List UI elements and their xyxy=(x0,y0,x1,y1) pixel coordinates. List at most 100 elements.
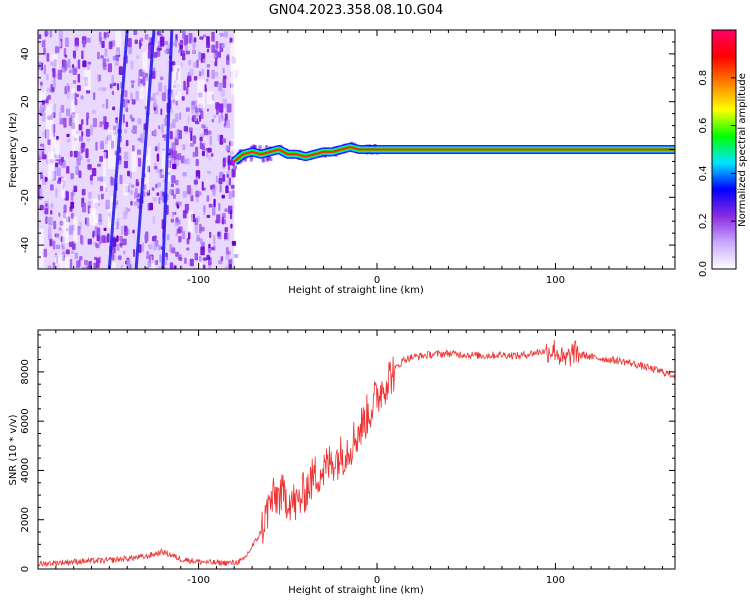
noise-speckle xyxy=(46,218,49,222)
noise-speckle xyxy=(154,146,158,152)
noise-speckle xyxy=(136,198,140,203)
noise-speckle xyxy=(157,142,160,152)
noise-speckle xyxy=(86,37,91,43)
noise-band-line xyxy=(134,30,156,269)
noise-gap xyxy=(151,260,156,269)
noise-speckle xyxy=(87,201,92,206)
noise-speckle xyxy=(63,117,67,128)
noise-speckle xyxy=(116,244,120,252)
noise-speckle xyxy=(182,30,186,39)
noise-speckle xyxy=(153,52,158,58)
noise-speckle xyxy=(85,148,89,159)
noise-speckle xyxy=(201,68,204,76)
noise-speckle xyxy=(199,223,202,234)
noise-speckle xyxy=(207,170,212,174)
noise-speckle xyxy=(118,66,123,76)
noise-speckle xyxy=(170,108,173,114)
snr-y-tick-label: 2000 xyxy=(20,507,31,532)
noise-speckle xyxy=(189,68,194,76)
noise-speckle xyxy=(104,121,110,128)
noise-speckle xyxy=(49,238,53,247)
noise-speckle xyxy=(222,98,227,109)
noise-speckle xyxy=(210,152,214,157)
noise-speckle xyxy=(42,104,47,111)
noise-speckle xyxy=(178,257,183,261)
noise-speckle xyxy=(155,183,158,189)
noise-speckle xyxy=(107,63,113,73)
noise-speckle xyxy=(217,51,221,58)
noise-region xyxy=(38,30,240,269)
noise-speckle xyxy=(200,246,205,256)
snr-series-line xyxy=(38,339,675,568)
noise-speckle xyxy=(76,260,80,269)
noise-speckle xyxy=(228,191,232,199)
noise-speckle xyxy=(137,118,142,125)
noise-speckle xyxy=(43,47,46,55)
noise-speckle xyxy=(189,142,195,147)
noise-speckle xyxy=(225,119,230,129)
noise-speckle xyxy=(153,241,156,251)
noise-gap xyxy=(83,69,91,91)
noise-speckle xyxy=(183,38,187,46)
noise-speckle xyxy=(97,74,101,83)
noise-speckle xyxy=(45,217,48,224)
noise-speckle xyxy=(152,216,156,224)
noise-speckle xyxy=(186,185,191,195)
noise-speckle xyxy=(224,227,228,233)
noise-speckle xyxy=(99,176,104,182)
noise-speckle xyxy=(211,69,215,80)
noise-speckle xyxy=(79,155,83,161)
noise-speckle xyxy=(206,42,211,49)
noise-speckle xyxy=(86,217,90,227)
noise-speckle xyxy=(66,138,71,143)
noise-speckle xyxy=(133,201,138,206)
noise-speckle xyxy=(73,150,78,158)
noise-speckle xyxy=(158,125,161,130)
noise-speckle xyxy=(130,60,134,70)
noise-speckle xyxy=(85,89,91,94)
noise-speckle xyxy=(198,255,202,262)
noise-speckle xyxy=(194,217,199,226)
noise-speckle xyxy=(225,247,229,255)
noise-speckle xyxy=(43,64,46,75)
noise-speckle xyxy=(46,53,50,62)
noise-speckle xyxy=(119,235,123,241)
noise-speckle xyxy=(178,201,182,206)
noise-speckle xyxy=(232,165,237,170)
noise-speckle xyxy=(128,182,132,186)
noise-gap xyxy=(123,184,129,196)
noise-speckle xyxy=(133,30,138,36)
noise-speckle xyxy=(46,88,51,92)
noise-speckle xyxy=(105,98,109,109)
noise-speckle xyxy=(206,195,210,202)
noise-speckle xyxy=(131,117,135,122)
noise-speckle xyxy=(201,150,205,157)
noise-speckle xyxy=(221,42,225,48)
noise-speckle xyxy=(228,177,232,186)
noise-gap xyxy=(50,139,60,160)
noise-speckle xyxy=(193,37,197,43)
noise-speckle xyxy=(128,46,133,55)
noise-speckle xyxy=(194,117,198,122)
noise-speckle xyxy=(225,254,230,261)
noise-speckle xyxy=(216,108,219,115)
noise-speckle xyxy=(173,265,177,269)
noise-speckle xyxy=(98,87,103,91)
noise-speckle xyxy=(64,60,68,71)
noise-speckle xyxy=(179,44,183,51)
noise-speckle xyxy=(70,212,74,219)
noise-speckle xyxy=(105,31,110,38)
noise-speckle xyxy=(123,151,129,160)
noise-speckle xyxy=(179,112,182,120)
noise-speckle xyxy=(49,209,53,215)
noise-speckle xyxy=(211,31,215,42)
noise-speckle xyxy=(169,130,173,140)
noise-speckle xyxy=(86,138,91,142)
noise-speckle xyxy=(92,230,95,238)
noise-speckle xyxy=(98,213,102,222)
noise-speckle xyxy=(101,40,105,49)
noise-speckle xyxy=(148,37,151,42)
noise-speckle xyxy=(161,92,167,102)
noise-speckle xyxy=(172,118,176,129)
